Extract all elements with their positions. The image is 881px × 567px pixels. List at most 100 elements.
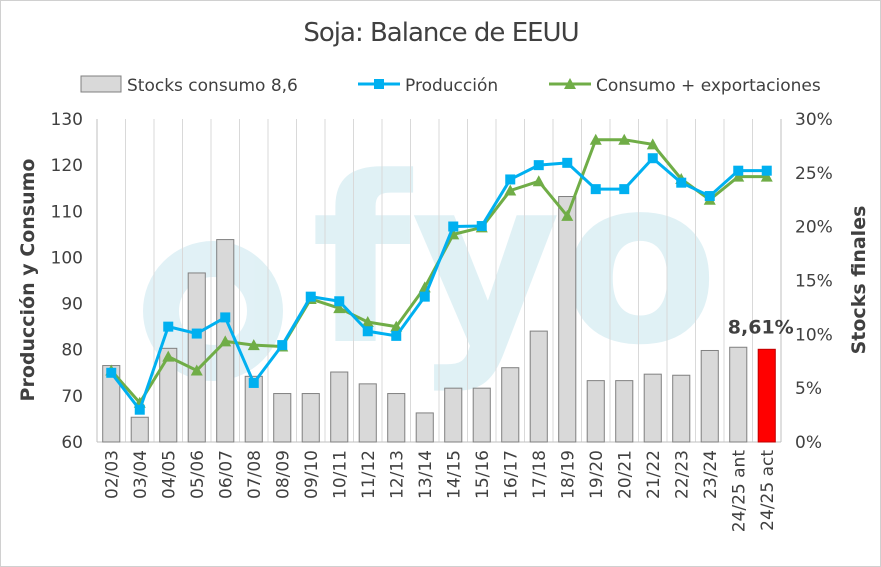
- left-tick-label: 120: [51, 156, 83, 176]
- x-tick-label: 07/08: [245, 450, 265, 499]
- bar: [415, 412, 434, 443]
- line-point: [247, 339, 260, 351]
- line-point: [732, 170, 745, 182]
- left-tick-label: 110: [51, 202, 83, 222]
- bar: [244, 375, 263, 443]
- x-tick-label: 13/14: [416, 450, 436, 499]
- fyo-watermark-logo: fyo: [143, 129, 719, 396]
- x-tick-label: 22/23: [672, 450, 692, 499]
- x-tick-label: 15/16: [473, 450, 493, 499]
- left-tick-label: 130: [51, 110, 83, 130]
- chart-title: Soja: Balance de EEUU: [303, 18, 578, 48]
- bar: [159, 347, 178, 443]
- line-point: [219, 335, 232, 347]
- bar: [501, 367, 520, 443]
- bar: [130, 416, 149, 443]
- bar: [729, 346, 748, 443]
- x-tick-label: 04/05: [159, 450, 179, 499]
- line-point: [505, 174, 516, 185]
- right-tick-label: 15%: [795, 272, 833, 292]
- x-tick-label: 09/10: [302, 450, 322, 499]
- line-point: [533, 160, 544, 171]
- bar: [330, 371, 349, 443]
- annotation-label: 8,61%: [728, 316, 794, 338]
- line-point: [361, 316, 374, 328]
- line-point: [362, 326, 373, 337]
- x-tick-label: 10/11: [330, 450, 350, 499]
- x-tick-label: 20/21: [615, 450, 635, 499]
- right-tick-label: 20%: [795, 218, 833, 238]
- line-point: [305, 291, 316, 302]
- x-tick-label: 17/18: [530, 450, 550, 499]
- left-tick-label: 60: [61, 433, 83, 453]
- line-point: [590, 184, 601, 195]
- line-point: [248, 377, 259, 388]
- line-point: [618, 133, 631, 145]
- line-point: [419, 291, 430, 302]
- line-point: [220, 312, 231, 323]
- line-point: [448, 221, 459, 232]
- legend: Stocks consumo 8,6 Producción Consumo + …: [80, 75, 821, 96]
- x-tick-label: 24/25 act: [758, 450, 778, 531]
- bar: [301, 393, 320, 443]
- x-tick-label: 11/12: [359, 450, 379, 499]
- line-point: [334, 296, 345, 307]
- bar: [187, 272, 206, 443]
- bar: [529, 330, 548, 443]
- right-tick-label: 10%: [795, 325, 833, 345]
- bar: [700, 349, 719, 443]
- bar: [558, 196, 577, 443]
- line-point: [561, 209, 574, 221]
- x-tick-label: 18/19: [558, 450, 578, 499]
- line-point: [106, 367, 117, 378]
- line-point: [476, 221, 487, 232]
- line-point: [733, 165, 744, 176]
- line-point: [619, 184, 630, 195]
- line-point: [532, 175, 545, 187]
- legend-marker-produccion: [374, 79, 384, 89]
- line-point: [760, 170, 773, 182]
- bar: [387, 393, 406, 443]
- x-tick-label: 16/17: [501, 450, 521, 499]
- right-tick-label: 0%: [795, 433, 822, 453]
- x-tick-label: 08/09: [273, 450, 293, 499]
- bar: [444, 387, 463, 443]
- line-point: [647, 153, 658, 164]
- line-point: [390, 320, 403, 332]
- bar: [586, 380, 605, 443]
- legend-marker-consumo: [564, 78, 576, 89]
- line-point: [277, 340, 288, 351]
- legend-label-stocks: Stocks consumo 8,6: [127, 76, 298, 96]
- line-point: [190, 364, 203, 376]
- line-point: [504, 184, 517, 196]
- left-tick-label: 90: [61, 295, 83, 315]
- line-point: [646, 138, 659, 150]
- bar: [273, 393, 292, 443]
- x-tick-label: 14/15: [444, 450, 464, 499]
- left-tick-label: 70: [61, 387, 83, 407]
- line-point: [134, 404, 145, 415]
- line-point: [676, 177, 687, 188]
- x-tick-label: 06/07: [216, 450, 236, 499]
- legend-label-produccion: Producción: [405, 76, 498, 96]
- x-tick-label: 23/24: [701, 450, 721, 499]
- bar: [643, 373, 662, 443]
- legend-swatch-stocks: [80, 75, 122, 93]
- x-tick-label: 24/25 ant: [729, 450, 749, 533]
- left-axis-title: Producción y Consumo: [17, 159, 39, 402]
- bar: [615, 380, 634, 443]
- line-point: [333, 302, 346, 314]
- right-tick-label: 5%: [795, 379, 822, 399]
- line-point: [704, 191, 715, 202]
- right-axis-title: Stocks finales: [848, 206, 870, 355]
- right-tick-label: 25%: [795, 164, 833, 184]
- line-point: [562, 157, 573, 168]
- line-point: [162, 350, 175, 362]
- line-point: [191, 328, 202, 339]
- line-point: [391, 330, 402, 341]
- x-tick-label: 12/13: [387, 450, 407, 499]
- line-point: [761, 165, 772, 176]
- bar: [358, 383, 377, 443]
